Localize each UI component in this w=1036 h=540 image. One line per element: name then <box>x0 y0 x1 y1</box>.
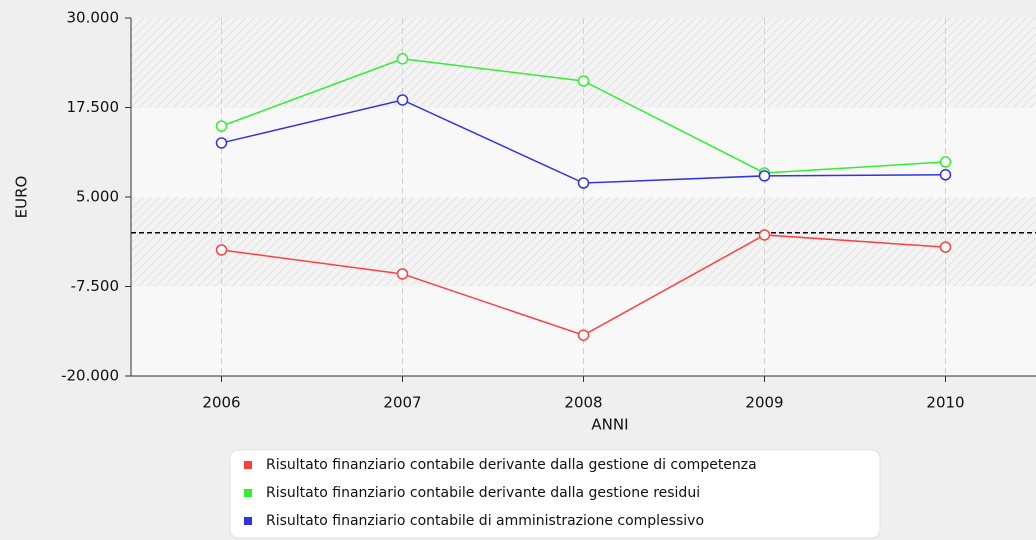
data-point <box>939 169 952 181</box>
legend <box>229 449 881 539</box>
legend-swatch <box>244 461 252 469</box>
data-point <box>939 241 952 253</box>
legend-label: Risultato finanziario contabile derivant… <box>266 457 757 473</box>
data-point <box>577 329 590 341</box>
data-point <box>215 120 228 132</box>
data-point <box>939 156 952 168</box>
legend-swatch <box>244 489 252 497</box>
x-tick-label: 2009 <box>745 394 783 412</box>
x-tick-label: 2006 <box>202 394 240 412</box>
legend-swatch <box>244 517 252 525</box>
y-tick-label: 5.000 <box>76 188 119 206</box>
data-point <box>396 94 409 106</box>
data-point <box>215 137 228 149</box>
data-point <box>577 177 590 189</box>
data-point <box>758 170 771 182</box>
y-tick-label: 17.500 <box>67 98 120 116</box>
legend-label: Risultato finanziario contabile di ammin… <box>266 513 704 529</box>
x-tick-label: 2008 <box>564 394 602 412</box>
data-point <box>396 268 409 280</box>
y-tick-label: -20.000 <box>61 367 119 385</box>
x-axis-title: ANNI <box>591 416 628 434</box>
y-tick-label: 30.000 <box>67 9 120 27</box>
y-tick-label: -7.500 <box>71 277 119 295</box>
legend-label: Risultato finanziario contabile derivant… <box>266 485 700 501</box>
x-tick-label: 2007 <box>383 394 421 412</box>
y-axis-title: EURO <box>13 176 31 219</box>
data-point <box>396 53 409 65</box>
data-point <box>577 75 590 87</box>
data-point <box>215 244 228 256</box>
data-point <box>758 229 771 241</box>
x-tick-label: 2010 <box>926 394 964 412</box>
